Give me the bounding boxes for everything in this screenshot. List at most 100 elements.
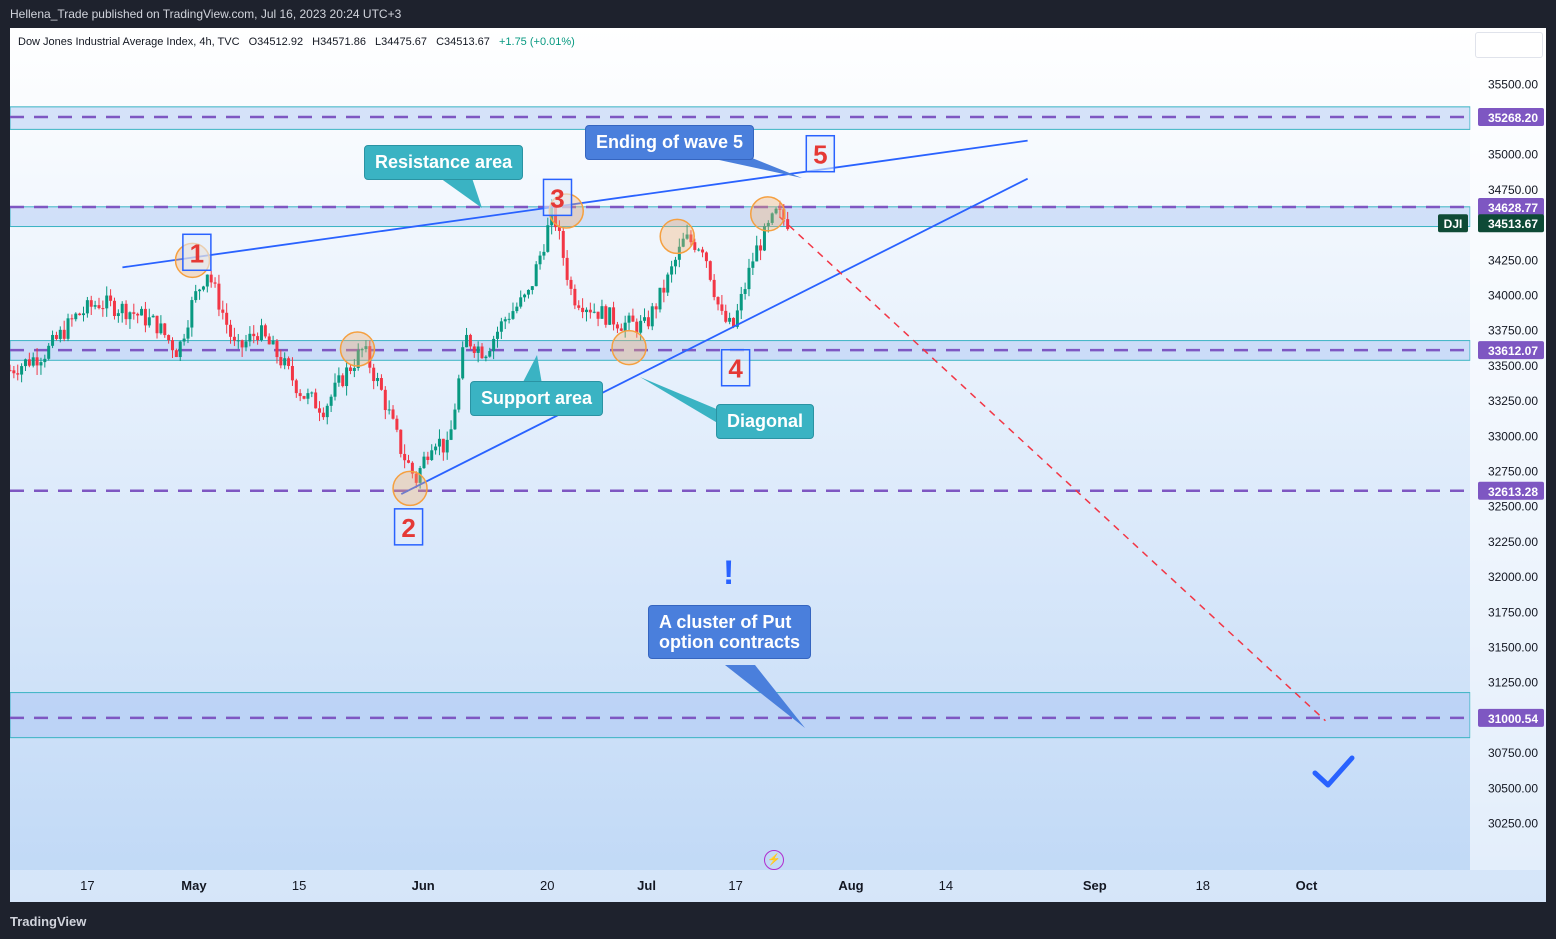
- symbol-legend[interactable]: Dow Jones Industrial Average Index, 4h, …: [18, 36, 575, 48]
- candle-body: [213, 282, 217, 284]
- price-tick: 30750.00: [1488, 746, 1538, 760]
- candle-body: [666, 274, 670, 293]
- symbol-name: Dow Jones Industrial Average Index, 4h, …: [18, 36, 240, 48]
- candle-body: [608, 307, 612, 325]
- chart-canvas[interactable]: 1234530250.0030500.0030750.0031000.00312…: [10, 28, 1546, 902]
- candle-body: [743, 289, 747, 294]
- candle-body: [314, 392, 318, 409]
- footer-bar: TradingView: [0, 902, 1556, 939]
- candle-body: [70, 318, 74, 320]
- candle-body: [453, 409, 457, 430]
- candle-body: [643, 317, 647, 321]
- candle-body: [105, 295, 109, 309]
- pane-control[interactable]: [1475, 32, 1543, 58]
- candle-body: [774, 208, 778, 214]
- chart-area[interactable]: 1234530250.0030500.0030750.0031000.00312…: [10, 28, 1546, 902]
- candle-body: [704, 252, 708, 262]
- candle-body: [395, 418, 399, 430]
- candle-body: [16, 373, 20, 375]
- support-callout: Support area: [470, 381, 604, 416]
- candle-body: [97, 305, 101, 309]
- wave-label-box: [393, 508, 424, 546]
- put-options-line2: option contracts: [659, 632, 801, 652]
- price-tick: 30250.00: [1488, 817, 1538, 831]
- time-tick: Jun: [412, 878, 435, 893]
- price-label-bg: [1478, 107, 1544, 126]
- candle-body: [20, 366, 24, 375]
- candle-body: [12, 370, 16, 374]
- symbol-tag: DJI: [1444, 217, 1463, 231]
- candle-body: [565, 257, 569, 280]
- wave-label: 3: [550, 183, 564, 213]
- candle-body: [538, 255, 542, 265]
- wave-label: 5: [813, 140, 827, 170]
- candle-body: [646, 317, 650, 327]
- candle-body: [151, 315, 155, 318]
- candle-body: [515, 306, 519, 312]
- candle-body: [720, 304, 724, 311]
- candle-body: [283, 358, 287, 366]
- candle-body: [31, 357, 35, 366]
- candle-body: [143, 308, 147, 326]
- candle-body: [407, 460, 411, 463]
- candle-body: [635, 321, 639, 333]
- candle-body: [348, 367, 352, 371]
- candle-body: [287, 358, 291, 366]
- candle-body: [337, 375, 341, 383]
- price-tick: 33000.00: [1488, 429, 1538, 443]
- candle-body: [10, 370, 12, 372]
- candle-body: [66, 318, 70, 339]
- candle-body: [329, 396, 333, 406]
- lightning-icon[interactable]: ⚡: [764, 850, 784, 870]
- candle-body: [109, 295, 113, 301]
- candle-body: [766, 222, 770, 227]
- candle-body: [198, 289, 202, 292]
- candle-body: [194, 291, 198, 301]
- candle-body: [341, 375, 345, 387]
- diagonal-pointer: [640, 377, 726, 428]
- time-tick: Oct: [1296, 878, 1318, 893]
- resistance-pointer: [440, 178, 482, 208]
- time-tick: May: [181, 878, 207, 893]
- candle-body: [372, 367, 376, 382]
- open-value: O34512.92: [248, 36, 304, 48]
- time-tick: 17: [728, 878, 742, 893]
- candle-body: [526, 289, 530, 295]
- candle-body: [422, 456, 426, 469]
- candle-body: [786, 219, 790, 230]
- candle-body: [484, 356, 488, 359]
- candle-body: [685, 234, 689, 239]
- candle-body: [387, 409, 391, 411]
- candle-body: [697, 249, 701, 251]
- candle-body: [615, 324, 619, 329]
- time-tick: Jul: [637, 878, 656, 893]
- candle-body: [623, 322, 627, 331]
- candle-body: [457, 378, 461, 410]
- price-axis: [1470, 28, 1546, 870]
- change-value: +1.75 (+0.01%): [498, 36, 575, 48]
- candle-body: [167, 335, 171, 341]
- time-tick: Sep: [1083, 878, 1107, 893]
- put-options-pointer: [725, 665, 805, 728]
- candle-body: [693, 242, 697, 250]
- candle-body: [51, 334, 55, 346]
- time-axis: [10, 870, 1546, 902]
- diagonal-callout: Diagonal: [716, 404, 815, 439]
- candle-body: [178, 341, 182, 358]
- candle-body: [507, 318, 511, 320]
- exclamation-icon: !: [723, 554, 735, 592]
- candle-body: [546, 225, 550, 252]
- candle-body: [290, 365, 294, 381]
- candle-body: [670, 266, 674, 275]
- price-tick: 33250.00: [1488, 394, 1538, 408]
- wave-label: 1: [190, 238, 204, 268]
- candle-body: [279, 357, 283, 366]
- time-tick: Aug: [838, 878, 863, 893]
- price-tick: 34250.00: [1488, 253, 1538, 267]
- checkmark-icon: [1312, 755, 1355, 788]
- support-pointer: [522, 355, 542, 384]
- candle-body: [557, 227, 561, 231]
- candle-body: [577, 305, 581, 308]
- candle-body: [759, 245, 763, 251]
- price-tick: 33750.00: [1488, 324, 1538, 338]
